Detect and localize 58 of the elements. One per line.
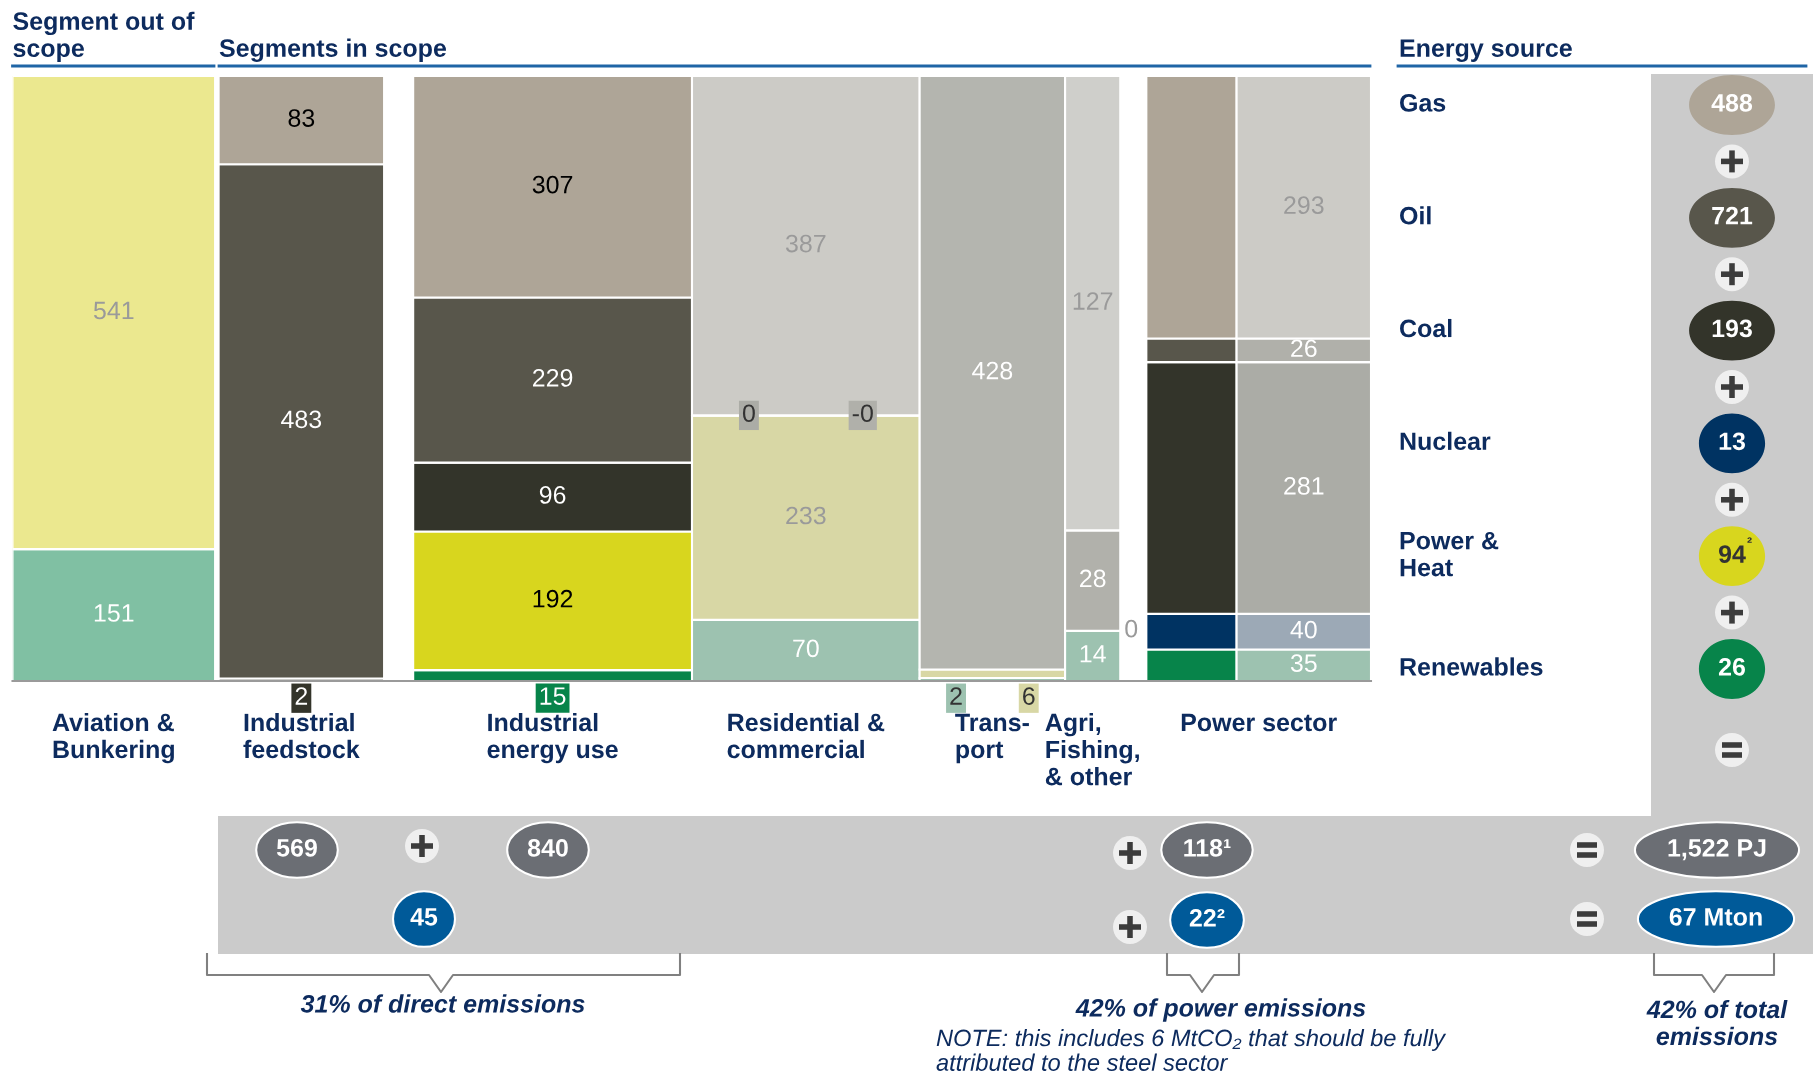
data-label: 488 [1711, 94, 1753, 112]
category-label: Oil [1400, 206, 1431, 225]
annotation: 229 [532, 369, 573, 387]
annotation: 28 [1080, 569, 1106, 588]
text: 42% of power emissions [1075, 998, 1366, 1022]
x-tick-label: Power sector [1181, 713, 1337, 732]
text: 15 [540, 687, 566, 705]
category-label: Coal [1400, 318, 1452, 338]
text: 31% of direct emissions [300, 994, 585, 1013]
annotation: 192 [533, 589, 573, 608]
text: NOTE: this includes 6 MtCO₂ that should be fully attributed to the steel sector [936, 1029, 1447, 1071]
text: ² [1747, 537, 1752, 543]
annotation: 541 [93, 301, 134, 320]
annotation: 428 [972, 361, 1013, 380]
text: Segments in scope [219, 38, 446, 62]
text: 2 [950, 687, 962, 705]
annotation: 14 [1080, 645, 1106, 663]
text: 42% of total emissions [1646, 999, 1788, 1046]
annotation: 483 [281, 410, 322, 429]
text: 1,522 PJ [1668, 839, 1766, 861]
category-label: Power & Heat [1400, 531, 1499, 577]
annotation: 0 [1125, 619, 1138, 638]
annotation: 40 [1290, 620, 1317, 639]
data-label: 193 [1712, 319, 1752, 338]
annotation: 26 [1291, 339, 1317, 358]
x-tick-label: Industrial feedstock [243, 712, 360, 759]
data-label: 94 [1718, 545, 1746, 563]
annotation: 35 [1290, 654, 1317, 672]
x-tick-label: Industrial energy use [487, 712, 618, 764]
annotation: 307 [532, 175, 573, 194]
annotation: 83 [288, 109, 315, 127]
category-label: Gas [1400, 94, 1446, 112]
text: 2 [295, 687, 308, 705]
annotation: 233 [786, 506, 826, 525]
x-tick-label: Trans- port [955, 713, 1029, 764]
text: 67 Mton [1669, 908, 1762, 926]
x-tick-label: Residential & commercial [727, 712, 885, 759]
text: Energy source [1400, 39, 1572, 62]
category-label: Nuclear [1400, 431, 1491, 451]
annotation: 70 [793, 639, 819, 658]
annotation: 281 [1284, 477, 1324, 495]
text: Segment out of scope [13, 11, 195, 62]
data-label: 26 [1718, 658, 1745, 676]
data-label: 721 [1712, 206, 1753, 225]
annotation: 96 [539, 486, 566, 504]
x-tick-label: Agri, Fishing, & other [1045, 712, 1139, 786]
text: 45 [410, 908, 438, 926]
text: 22² [1189, 909, 1225, 927]
annotation: -0 [852, 404, 873, 423]
x-tick-label: Aviation & Bunkering [52, 712, 174, 764]
text: 569 [276, 839, 317, 857]
annotation: 151 [94, 604, 134, 622]
annotation: 0 [742, 404, 755, 423]
text: 118¹ [1184, 839, 1231, 857]
text: 6 [1023, 687, 1035, 705]
category-label: Renewables [1400, 657, 1543, 676]
text: 840 [527, 839, 568, 857]
data-label: 13 [1719, 432, 1745, 451]
